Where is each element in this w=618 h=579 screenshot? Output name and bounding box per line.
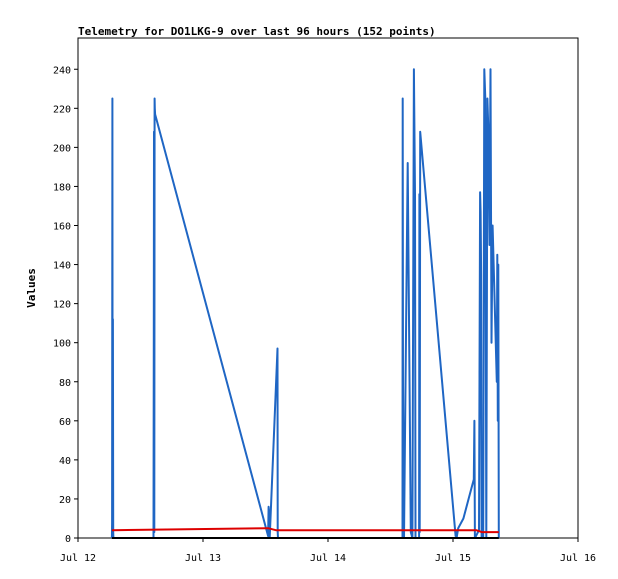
series-line-1: [111, 527, 499, 534]
y-axis: 0 20 40 60 80 100 120 140 160 180 200 220 240: [53, 65, 78, 545]
y-tick-label: 220: [53, 104, 71, 115]
y-tick-label: 180: [53, 182, 71, 193]
y-tick-label: 20: [59, 495, 71, 506]
y-tick-label: 140: [53, 261, 71, 272]
x-tick-label: Jul 12: [60, 553, 96, 564]
series-layer: [110, 68, 500, 539]
x-axis: Jul 12 Jul 13 Jul 14 Jul 15 Jul 16: [60, 538, 596, 564]
y-tick-label: 120: [53, 300, 71, 311]
chart-title: Telemetry for DO1LKG-9 over last 96 hour…: [78, 25, 436, 38]
y-axis-label: Values: [25, 268, 38, 308]
y-tick-label: 240: [53, 65, 71, 76]
x-tick-label: Jul 13: [185, 553, 221, 564]
x-tick-label: Jul 15: [435, 553, 471, 564]
x-tick-label: Jul 14: [310, 553, 346, 564]
y-tick-label: 160: [53, 222, 71, 233]
y-tick-label: 60: [59, 417, 71, 428]
x-tick-label: Jul 16: [560, 553, 596, 564]
y-tick-label: 100: [53, 339, 71, 350]
y-tick-label: 40: [59, 456, 71, 467]
y-tick-label: 0: [65, 534, 71, 545]
y-tick-label: 200: [53, 143, 71, 154]
y-tick-label: 80: [59, 378, 71, 389]
